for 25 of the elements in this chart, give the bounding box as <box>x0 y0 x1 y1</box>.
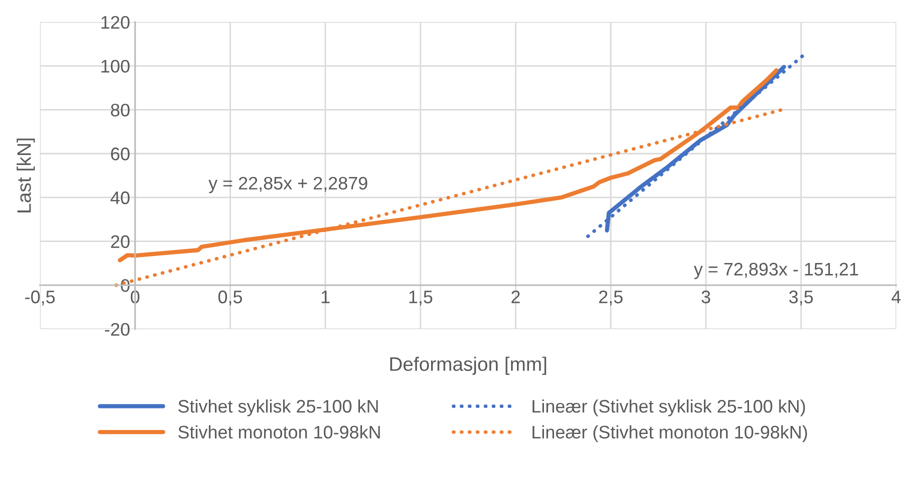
x-tick-label: 1,5 <box>409 290 432 306</box>
x-tick-label: 3 <box>702 290 710 304</box>
x-tick-label: 0,5 <box>218 290 242 306</box>
x-tick-label: 4 <box>892 290 901 304</box>
x-tick-label: 3,5 <box>789 290 813 306</box>
x-axis-title: Deformasjon [mm] <box>390 356 546 375</box>
legend-label: Stivhet syklisk 25-100 kN <box>178 399 378 416</box>
annotation: y = 22,85x + 2,2879 <box>208 176 368 194</box>
annotation: y = 72,893x - 151,21 <box>694 262 858 280</box>
y-tick-label: 100 <box>101 60 130 73</box>
y-axis-title: Last [kN] <box>16 138 35 212</box>
x-tick-label: 2 <box>512 290 520 304</box>
y-tick-label: -20 <box>104 323 130 336</box>
x-tick-label: 1 <box>322 290 330 304</box>
legend-label: Lineær (Stivhet monoton 10-98kN) <box>532 425 807 442</box>
legend-label: Lineær (Stivhet syklisk 25-100 kN) <box>532 399 805 416</box>
y-tick-label: 120 <box>101 16 130 29</box>
y-tick-label: 40 <box>110 191 130 204</box>
legend-label: Stivhet monoton 10-98kN <box>178 425 380 439</box>
line-series <box>604 64 786 232</box>
x-tick-label: -0,5 <box>25 290 55 306</box>
y-tick-label: 80 <box>110 104 130 116</box>
y-tick-label: 20 <box>111 235 130 248</box>
x-tick-label: 2,5 <box>599 290 623 306</box>
y-tick-label: 60 <box>111 148 130 160</box>
